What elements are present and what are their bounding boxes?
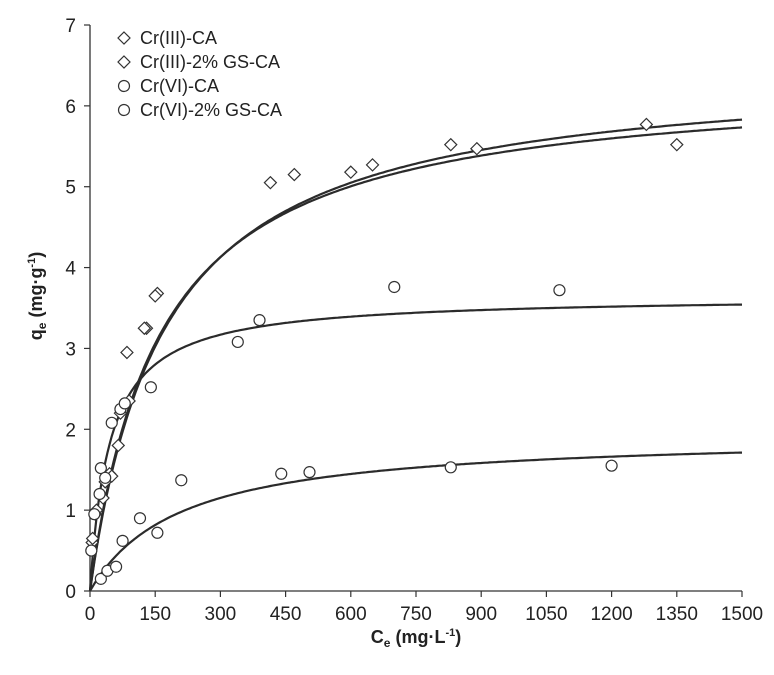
- data-point-cr-iii-ca: [639, 117, 654, 132]
- data-point-cr-iii-ca: [470, 141, 484, 156]
- x-tick-label: 750: [400, 604, 432, 625]
- data-point-cr-vi-2-gs-ca: [444, 461, 457, 474]
- y-tick-labels: 0 1 2 3 4 5 6 7: [65, 16, 76, 603]
- data-point-cr-vi-2-gs-ca: [605, 459, 618, 472]
- data-point-cr-vi-2-gs-ca: [116, 534, 129, 547]
- x-axis-title-subscript: e: [384, 636, 391, 650]
- legend: Cr(III)-CA Cr(III)-2% GS-CA Cr(VI)-CA Cr(VI…: [117, 28, 282, 120]
- y-tick-label: 4: [65, 259, 76, 280]
- y-axis-title-unit: (mg·g: [26, 268, 46, 323]
- data-point-cr-iii-2-gs-ca: [120, 345, 134, 360]
- legend-marker-4: [117, 103, 131, 117]
- x-tick-label: 150: [139, 604, 171, 625]
- y-tick-label: 2: [65, 420, 76, 441]
- x-axis-title-main: C: [371, 627, 384, 647]
- data-point-cr-vi-ca: [118, 397, 131, 410]
- data-point-cr-vi-2-gs-ca: [275, 467, 288, 480]
- data-point-cr-iii-ca: [365, 158, 380, 172]
- x-axis-title: Ce (mg·L-1): [371, 627, 461, 650]
- legend-label-4: Cr(VI)-2% GS-CA: [140, 100, 282, 120]
- y-tick-label: 1: [65, 501, 76, 522]
- x-tick-label: 300: [205, 604, 237, 625]
- data-point-cr-vi-ca: [85, 544, 98, 557]
- y-axis-title-subscript: e: [35, 322, 49, 329]
- data-point-cr-vi-ca: [553, 284, 566, 297]
- data-point-cr-vi-2-gs-ca: [175, 474, 188, 487]
- legend-marker-3: [117, 79, 131, 93]
- data-point-cr-vi-ca: [253, 314, 266, 327]
- y-tick-label: 6: [65, 97, 76, 118]
- y-tick-label: 3: [65, 339, 76, 360]
- fit-curve-2: [88, 126, 743, 592]
- x-tick-label: 600: [335, 604, 367, 625]
- data-point-cr-iii-ca: [287, 167, 302, 182]
- x-tick-label: 900: [465, 604, 497, 625]
- data-points: [85, 117, 684, 585]
- x-axis-title-unit: (mg·L: [390, 627, 445, 647]
- data-point-cr-vi-ca: [388, 280, 401, 294]
- legend-marker-1: [117, 31, 131, 45]
- data-point-cr-iii-2-gs-ca: [85, 531, 100, 546]
- data-point-cr-vi-2-gs-ca: [303, 466, 316, 479]
- data-point-cr-iii-ca: [111, 438, 126, 453]
- y-axis-title-superscript: -1: [26, 258, 38, 268]
- fit-curve-3: [88, 303, 742, 592]
- y-axis-title: qe (mg·g-1): [26, 252, 49, 340]
- x-axis-title-superscript: -1: [445, 627, 455, 639]
- data-point-cr-vi-ca: [144, 381, 157, 394]
- fit-curves: [88, 118, 743, 592]
- x-tick-label: 1200: [590, 604, 632, 625]
- data-point-cr-vi-2-gs-ca: [94, 572, 107, 585]
- data-point-cr-vi-ca: [231, 335, 244, 349]
- data-point-cr-vi-ca: [105, 416, 118, 429]
- x-axis-title-close: ): [455, 627, 461, 647]
- legend-label-2: Cr(III)-2% GS-CA: [140, 52, 280, 72]
- x-tick-label: 450: [270, 604, 302, 625]
- data-point-cr-vi-ca: [93, 487, 106, 501]
- y-axis-title-close: ): [26, 252, 46, 258]
- data-point-cr-vi-ca: [88, 508, 101, 521]
- data-point-cr-iii-2-gs-ca: [148, 289, 163, 303]
- x-tick-labels: 0 150 300 450 600 750 900 1050 1200 1350 1500: [85, 604, 763, 625]
- data-point-cr-vi-2-gs-ca: [151, 526, 164, 539]
- data-point-cr-iii-ca: [343, 165, 358, 180]
- data-point-cr-vi-2-gs-ca: [133, 512, 147, 525]
- y-axis-title-main: q: [26, 329, 46, 340]
- x-tick-label: 1350: [656, 604, 698, 625]
- legend-label-3: Cr(VI)-CA: [140, 76, 219, 96]
- legend-label-1: Cr(III)-CA: [140, 28, 217, 48]
- x-tick-label: 0: [85, 604, 96, 625]
- y-tick-label: 0: [65, 582, 76, 603]
- y-tick-label: 7: [65, 16, 76, 37]
- data-point-cr-iii-ca: [443, 137, 458, 152]
- y-tick-label: 5: [65, 178, 76, 199]
- fit-curve-4: [89, 451, 742, 592]
- legend-marker-2: [117, 55, 131, 69]
- tick-marks: [84, 24, 743, 597]
- x-tick-label: 1500: [721, 604, 763, 625]
- x-tick-label: 1050: [525, 604, 567, 625]
- data-point-cr-iii-ca: [263, 175, 278, 190]
- data-point-cr-iii-2-gs-ca: [137, 321, 152, 336]
- fit-curve-1: [88, 118, 743, 592]
- data-point-cr-vi-2-gs-ca: [109, 560, 123, 573]
- data-point-cr-iii-ca: [669, 137, 684, 152]
- data-point-cr-vi-ca: [99, 471, 112, 484]
